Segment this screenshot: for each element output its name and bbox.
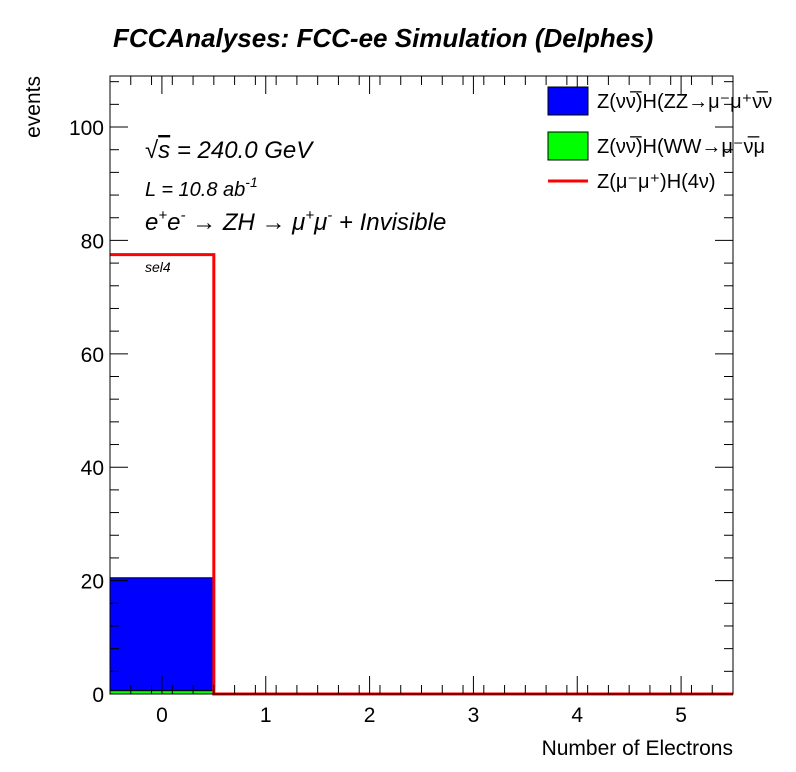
y-tick-label: 20 <box>81 571 104 594</box>
x-axis-label: Number of Electrons <box>542 737 733 760</box>
process-e2: e <box>167 209 180 236</box>
bar-zz-bin-0 <box>109 577 215 692</box>
process-e-minus: - <box>180 207 185 224</box>
x-tick-label: 3 <box>468 704 480 727</box>
sqrt-s-annotation: √s = 240.0 GeV <box>145 137 314 164</box>
x-tick-label: 5 <box>675 704 687 727</box>
process-mu1: μ <box>291 209 305 236</box>
annotations: √s = 240.0 GeV L = 10.8 ab-1 e+e- → ZH →… <box>145 137 446 275</box>
y-tick-labels: 0 20 40 60 80 100 <box>69 117 104 707</box>
legend-swatch <box>547 86 589 116</box>
sqrt-s-value: = 240.0 GeV <box>170 137 314 164</box>
process-annotation: e+e- → ZH → μ+μ- + Invisible <box>145 207 446 236</box>
y-tick-label: 80 <box>81 230 104 253</box>
x-tick-label: 0 <box>156 704 168 727</box>
x-tick-label: 4 <box>571 704 583 727</box>
x-tick-label: 1 <box>260 704 272 727</box>
process-mu-plus: + <box>305 207 314 224</box>
process-arrow: → ZH → <box>185 209 292 236</box>
legend-entry-label: Z(νν̅)H(WW→μ⁻ν̅μ <box>597 135 765 158</box>
legend-swatch <box>547 131 589 161</box>
lumi-exponent: -1 <box>245 174 257 190</box>
axis-ticks <box>109 76 734 695</box>
y-tick-label: 60 <box>81 344 104 367</box>
process-e1: e <box>145 209 158 236</box>
lumi-text: L = 10.8 ab <box>145 179 245 201</box>
chart-title: FCCAnalyses: FCC-ee Simulation (Delphes) <box>113 23 653 53</box>
legend-entry-label: Z(μ⁻μ⁺)H(4ν) <box>597 171 716 193</box>
x-tick-labels: 0 1 2 3 4 5 <box>156 704 687 727</box>
process-mu-minus: - <box>327 207 332 224</box>
sqrt-s-variable: s <box>158 137 170 164</box>
sqrt-symbol: √ <box>145 137 159 164</box>
process-mu2: μ <box>313 209 327 236</box>
luminosity-annotation: L = 10.8 ab-1 <box>145 174 258 201</box>
y-tick-label: 40 <box>81 457 104 480</box>
y-tick-label: 100 <box>69 117 104 140</box>
process-e-plus: + <box>158 207 167 224</box>
y-axis-label: events <box>22 76 45 138</box>
selection-label: sel4 <box>145 259 171 275</box>
legend: Z(νν̅)H(ZZ→μ⁻μ⁺ν̅ν Z(νν̅)H(WW→μ⁻ν̅μ Z(μ⁻μ⁺… <box>547 86 772 193</box>
legend-entry-label: Z(νν̅)H(ZZ→μ⁻μ⁺ν̅ν <box>597 90 772 113</box>
process-invisible: + Invisible <box>332 209 446 236</box>
y-tick-label: 0 <box>92 684 104 707</box>
x-tick-label: 2 <box>364 704 376 727</box>
